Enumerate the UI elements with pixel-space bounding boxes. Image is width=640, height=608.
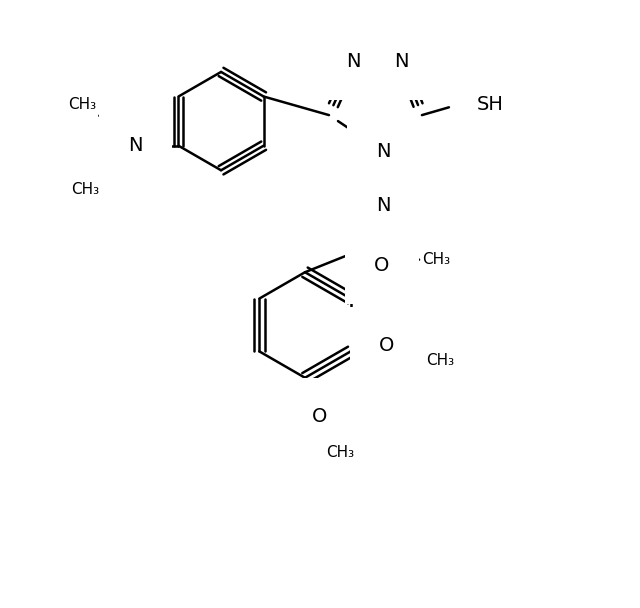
Text: CH₃: CH₃ xyxy=(71,182,99,196)
Text: CH₃: CH₃ xyxy=(68,97,96,111)
Text: CH₃: CH₃ xyxy=(326,445,354,460)
Text: N: N xyxy=(376,196,390,215)
Text: O: O xyxy=(374,256,390,275)
Text: N: N xyxy=(394,52,408,71)
Text: SH: SH xyxy=(477,95,504,114)
Text: N: N xyxy=(128,136,143,155)
Text: CH₃: CH₃ xyxy=(426,353,454,368)
Text: N: N xyxy=(376,142,390,161)
Text: O: O xyxy=(379,336,394,355)
Text: O: O xyxy=(312,407,328,426)
Text: N: N xyxy=(346,52,360,71)
Text: CH₃: CH₃ xyxy=(422,252,450,267)
